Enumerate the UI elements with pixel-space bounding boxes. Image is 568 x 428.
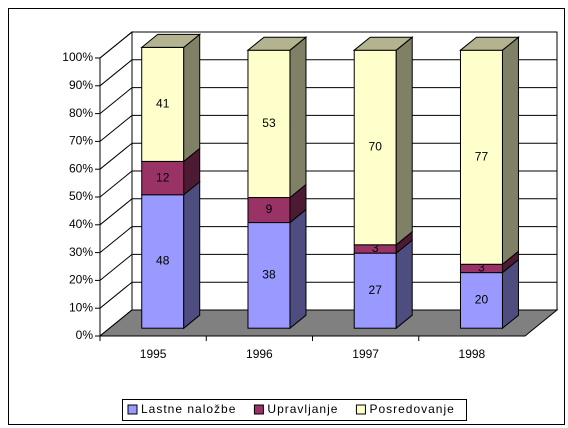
- bar-segment: [459, 272, 503, 329]
- data-label: 20: [475, 293, 489, 307]
- bar-side: [183, 33, 201, 163]
- y-tick-label: 80%: [69, 106, 93, 120]
- bar-side: [289, 208, 307, 330]
- y-tick-label: 10%: [69, 300, 93, 314]
- x-tick-label: 1997: [352, 347, 379, 361]
- y-tick-label: 50%: [69, 189, 93, 203]
- bar-segment: [247, 197, 291, 224]
- y-tick-label: 40%: [69, 217, 93, 231]
- data-label: 70: [369, 140, 383, 154]
- legend-swatch: [127, 404, 138, 415]
- data-label: 3: [478, 261, 485, 275]
- legend-label: Lastne naložbe: [141, 402, 236, 416]
- bar-segment: [247, 49, 291, 199]
- y-tick-label: 60%: [69, 161, 93, 175]
- bar-side: [183, 180, 201, 330]
- bar-side: [501, 36, 519, 266]
- y-tick-label: 70%: [69, 134, 93, 148]
- grid-line: [99, 198, 557, 226]
- bar-segment: [353, 49, 397, 246]
- data-label: 41: [156, 97, 170, 111]
- bar-segment: [141, 46, 185, 162]
- legend-swatch: [253, 404, 264, 415]
- data-label: 38: [262, 268, 276, 282]
- bar-top: [352, 36, 414, 51]
- grid-line: [99, 59, 557, 87]
- y-tick-label: 100%: [62, 50, 93, 64]
- legend-label: Posredovanje: [369, 402, 454, 416]
- grid-line: [99, 31, 557, 59]
- grid-line: [99, 226, 557, 253]
- y-tick-label: 20%: [69, 273, 93, 287]
- grid-line: [99, 170, 557, 198]
- grid-line: [99, 253, 557, 281]
- bar-segment: [141, 194, 185, 329]
- y-tick-label: 30%: [69, 245, 93, 259]
- data-label: 27: [369, 283, 383, 297]
- bar-side: [395, 36, 413, 246]
- x-tick-label: 1998: [459, 347, 486, 361]
- legend-swatch: [355, 404, 366, 415]
- data-label: 12: [156, 170, 170, 184]
- bar-top: [459, 36, 520, 51]
- y-tick-label: 0%: [76, 328, 94, 342]
- bar-segment: [353, 252, 397, 329]
- legend-label: Upravljanje: [267, 402, 338, 416]
- bar-segment: [247, 222, 291, 329]
- bar-side: [395, 239, 413, 330]
- bar-top: [140, 33, 202, 48]
- data-label: 3: [372, 241, 379, 255]
- grid-line: [99, 87, 557, 114]
- data-label: 9: [266, 202, 273, 216]
- grid-line: [99, 281, 557, 309]
- bar-top: [246, 36, 308, 51]
- bar-segment: [459, 49, 503, 265]
- bar-side: [289, 36, 307, 199]
- data-label: 48: [156, 254, 170, 268]
- x-tick-label: 1995: [140, 347, 167, 361]
- grid-line: [99, 114, 557, 142]
- grid-line: [99, 142, 557, 170]
- data-label: 53: [262, 116, 276, 130]
- y-tick-label: 90%: [69, 78, 93, 92]
- x-tick-label: 1996: [246, 347, 273, 361]
- data-label: 77: [475, 149, 489, 163]
- legend-box: [122, 399, 467, 421]
